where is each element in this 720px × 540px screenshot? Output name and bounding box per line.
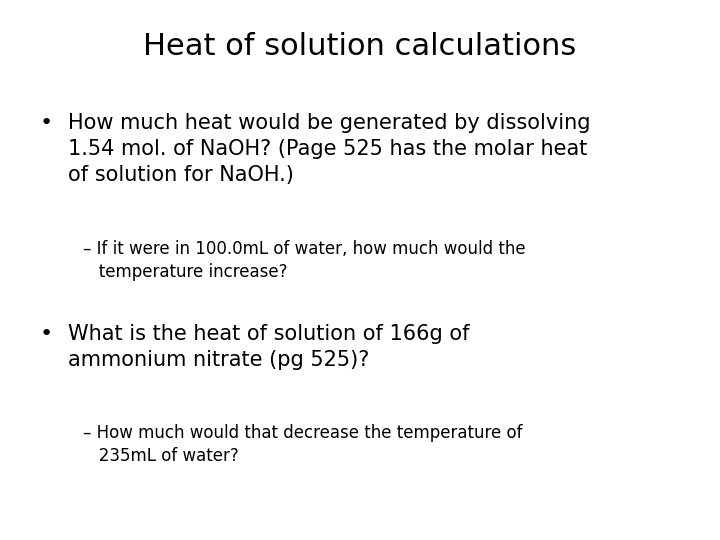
Text: How much heat would be generated by dissolving
1.54 mol. of NaOH? (Page 525 has : How much heat would be generated by diss…	[68, 113, 591, 185]
Text: – If it were in 100.0mL of water, how much would the
   temperature increase?: – If it were in 100.0mL of water, how mu…	[83, 240, 526, 281]
Text: •: •	[40, 324, 53, 344]
Text: Heat of solution calculations: Heat of solution calculations	[143, 32, 577, 62]
Text: – How much would that decrease the temperature of
   235mL of water?: – How much would that decrease the tempe…	[83, 424, 522, 465]
Text: •: •	[40, 113, 53, 133]
Text: What is the heat of solution of 166g of
ammonium nitrate (pg 525)?: What is the heat of solution of 166g of …	[68, 324, 470, 369]
